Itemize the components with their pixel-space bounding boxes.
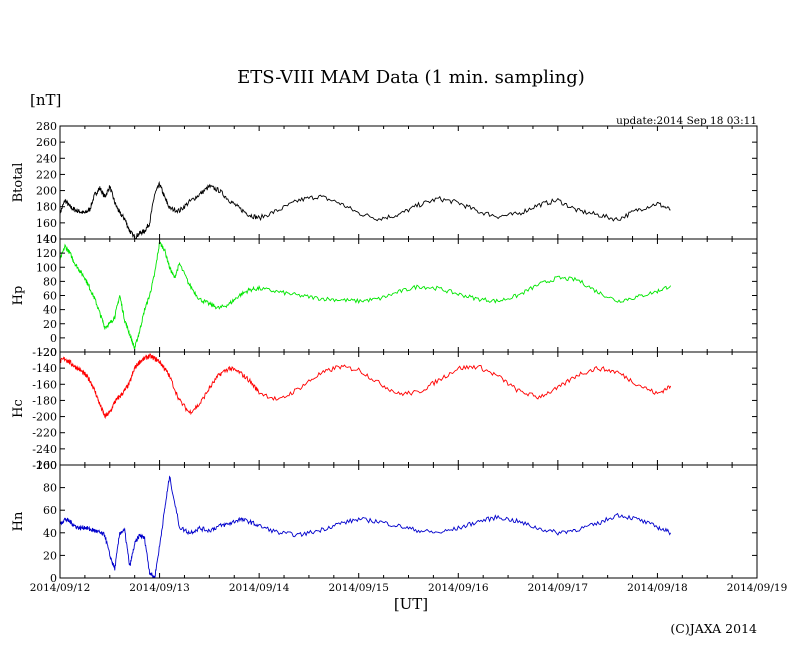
y-tick-label: 280 [36, 120, 57, 133]
panel-frame-hp [59, 238, 758, 353]
y-tick-label: 220 [36, 168, 57, 181]
y-tick-label: 100 [36, 261, 57, 274]
y-tick-label: -200 [32, 411, 57, 424]
unit-label: [nT] [30, 91, 61, 109]
x-tick-label: 2014/09/14 [229, 582, 290, 594]
y-tick-label: -180 [32, 394, 57, 407]
y-tick-label: 20 [43, 318, 57, 331]
x-axis-label: [UT] [394, 595, 428, 613]
y-tick-label: -120 [32, 346, 57, 359]
y-tick-label: 80 [43, 482, 57, 495]
series-line-btotal [60, 180, 671, 239]
chart-panels: 140160180200220240260280Btotal-200204060… [11, 120, 787, 594]
series-line-hc [60, 353, 672, 419]
y-tick-label: 260 [36, 136, 57, 149]
y-tick-label: -140 [32, 362, 57, 375]
panel-frame-btotal [59, 125, 758, 240]
y-tick-label: 60 [43, 290, 57, 303]
x-tick-label: 2014/09/12 [30, 582, 91, 594]
y-tick-label: 60 [43, 504, 57, 517]
y-axis-label-hc: Hc [11, 399, 26, 418]
x-tick-label: 2014/09/16 [428, 582, 489, 594]
update-label: update:2014 Sep 18 03:11 [616, 115, 757, 127]
credit-label: (C)JAXA 2014 [670, 621, 757, 636]
y-tick-label: 80 [43, 275, 57, 288]
y-tick-label: 160 [36, 217, 57, 230]
y-tick-label: 240 [36, 152, 57, 165]
y-tick-label: 140 [36, 233, 57, 246]
y-tick-label: -160 [32, 378, 57, 391]
x-tick-label: 2014/09/18 [627, 582, 688, 594]
y-tick-label: 100 [36, 459, 57, 472]
y-axis-label-btotal: Btotal [11, 163, 26, 203]
x-tick-label: 2014/09/17 [528, 582, 589, 594]
series-line-hn [60, 475, 671, 578]
y-tick-label: 0 [50, 332, 57, 345]
chart-title: ETS-VIII MAM Data (1 min. sampling) [237, 67, 585, 88]
y-tick-label: 0 [50, 572, 57, 585]
y-tick-label: -20 [39, 346, 57, 359]
x-tick-label: 2014/09/13 [129, 582, 190, 594]
x-tick-label: 2014/09/15 [328, 582, 389, 594]
series-line-hp [60, 241, 671, 350]
panel-frame-hn [59, 464, 758, 579]
y-tick-label: 200 [36, 185, 57, 198]
y-tick-label: 20 [43, 549, 57, 562]
x-tick-label: 2014/09/19 [727, 582, 788, 594]
y-tick-label: 120 [36, 247, 57, 260]
y-tick-label: 40 [43, 304, 57, 317]
y-tick-label: 140 [36, 233, 57, 246]
y-tick-label: -240 [32, 443, 57, 456]
y-tick-label: -220 [32, 427, 57, 440]
y-tick-label: 40 [43, 527, 57, 540]
y-tick-label: -260 [32, 459, 57, 472]
y-axis-label-hp: Hp [11, 286, 26, 306]
y-tick-label: 180 [36, 201, 57, 214]
y-axis-label-hn: Hn [11, 511, 26, 531]
